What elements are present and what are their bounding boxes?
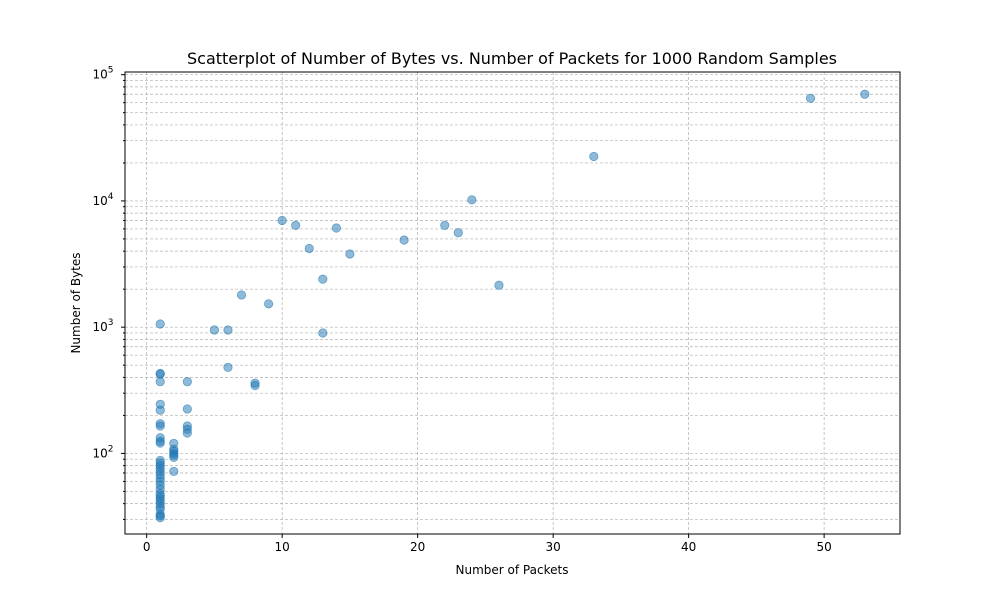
data-point <box>805 93 816 103</box>
data-point <box>182 377 192 387</box>
y-tick-label: 102 <box>92 444 113 460</box>
x-tick-label: 10 <box>275 540 290 554</box>
data-point <box>860 89 870 99</box>
y-axis-label: Number of Bytes <box>69 252 83 353</box>
x-tick-label: 40 <box>681 540 696 554</box>
x-tick-label: 0 <box>143 540 151 554</box>
data-point <box>345 249 355 259</box>
y-tick-label: 103 <box>92 318 113 334</box>
data-point <box>155 421 165 431</box>
data-point <box>467 195 477 205</box>
data-point <box>440 220 450 230</box>
y-tick-label: 105 <box>92 66 113 82</box>
data-point <box>236 290 247 300</box>
data-point <box>331 223 341 233</box>
data-point <box>182 404 192 414</box>
data-point <box>155 513 165 523</box>
data-point <box>264 299 274 309</box>
data-points <box>155 89 870 523</box>
data-point <box>169 466 179 477</box>
data-point <box>304 243 314 254</box>
y-axis-ticks: 102 103 104 105 <box>92 66 125 520</box>
data-point <box>169 452 179 462</box>
x-axis-label: Number of Packets <box>456 563 569 577</box>
x-tick-label: 50 <box>816 540 831 554</box>
grid-lines <box>125 72 900 534</box>
data-point <box>399 235 409 245</box>
data-point <box>318 274 328 284</box>
data-point <box>223 325 233 335</box>
data-point <box>155 377 165 387</box>
x-tick-label: 30 <box>546 540 561 554</box>
data-point <box>453 228 463 238</box>
x-tick-label: 20 <box>410 540 425 554</box>
data-point <box>291 220 301 230</box>
chart-title: Scatterplot of Number of Bytes vs. Numbe… <box>187 49 837 68</box>
data-point <box>209 325 220 335</box>
x-axis-ticks: 0 10 20 30 40 50 <box>143 534 832 554</box>
data-point <box>589 151 599 162</box>
data-point <box>277 215 287 226</box>
data-point <box>182 428 192 438</box>
data-point <box>494 280 504 290</box>
data-point <box>155 438 165 448</box>
y-tick-label: 104 <box>92 192 113 208</box>
data-point <box>155 319 165 329</box>
plot-frame <box>124 71 901 535</box>
data-point <box>155 405 165 415</box>
data-point <box>250 380 260 391</box>
data-point <box>318 328 328 338</box>
data-point <box>155 369 165 379</box>
data-point <box>223 362 233 373</box>
